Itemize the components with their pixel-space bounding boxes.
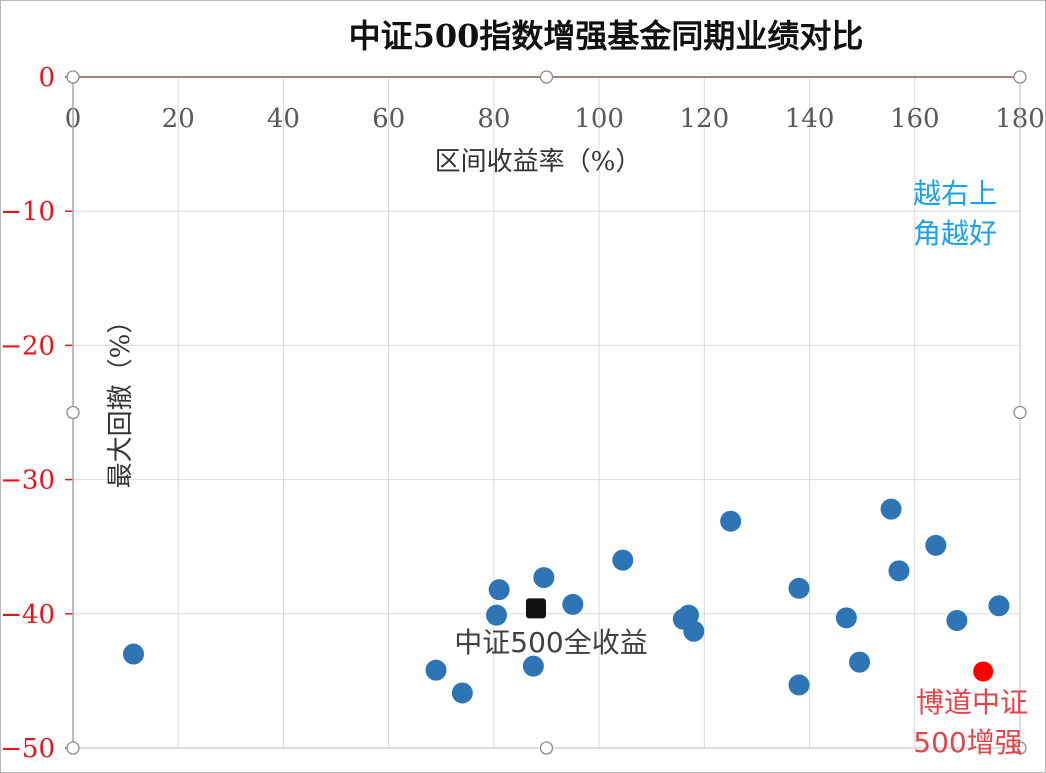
data-points (123, 498, 1010, 704)
y-axis-title: 最大回撤（%） (106, 308, 136, 489)
fund-point (888, 560, 910, 582)
x-tick-label: 60 (372, 104, 405, 134)
resize-handle[interactable] (66, 405, 80, 420)
x-tick-label: 80 (477, 104, 510, 134)
highlight-label-line1: 博道中证 (916, 686, 1028, 719)
resize-handle[interactable] (539, 741, 554, 755)
x-tick-label: 20 (162, 104, 195, 134)
fund-point (678, 604, 700, 626)
chart-text: 中证500指数增强基金同期业绩对比 区间收益率（%） 最大回撤（%） 越右上 角… (106, 17, 1028, 759)
fund-point (925, 534, 947, 556)
fund-point (880, 498, 902, 520)
fund-point (123, 643, 145, 665)
y-tick-label: −50 (0, 734, 55, 764)
resize-handle[interactable] (539, 70, 554, 84)
y-tick-label: −40 (0, 600, 55, 630)
resize-handle[interactable] (66, 70, 80, 84)
y-tick-label: −20 (0, 331, 55, 361)
x-tick-label: 160 (890, 104, 940, 134)
fund-point (849, 651, 871, 673)
highlight-label-line2: 500增强 (913, 726, 1022, 759)
fund-point (488, 579, 510, 601)
fund-point (788, 674, 810, 696)
fund-point (425, 659, 447, 681)
fund-point (946, 610, 968, 632)
y-tick-label: −30 (0, 466, 55, 496)
x-tick-label: 140 (785, 104, 835, 134)
corner-note-line2: 角越好 (913, 217, 997, 250)
resize-handle[interactable] (1013, 405, 1027, 420)
corner-note-line1: 越右上 (913, 177, 997, 210)
fund-point (533, 567, 555, 589)
fund-point (788, 577, 810, 599)
x-tick-label: 100 (574, 104, 624, 134)
chart-title: 中证500指数增强基金同期业绩对比 (349, 17, 864, 55)
resize-handle[interactable] (1013, 741, 1027, 755)
fund-point (612, 549, 634, 571)
benchmark-label: 中证500全收益 (454, 626, 647, 659)
fund-point (720, 510, 742, 532)
benchmark-point (525, 598, 546, 619)
fund-point (835, 607, 857, 629)
resize-handle[interactable] (66, 741, 80, 755)
resize-handle[interactable] (1013, 70, 1027, 84)
highlight-point (973, 661, 994, 682)
fund-point (683, 620, 705, 642)
x-tick-label: 120 (680, 104, 730, 134)
fund-point (486, 604, 508, 626)
y-tick-label: −10 (0, 197, 55, 227)
x-axis-title: 区间收益率（%） (435, 147, 642, 177)
y-tick-label: 0 (38, 63, 55, 93)
fund-point (562, 593, 584, 615)
fund-point (988, 595, 1010, 617)
x-tick-label: 40 (267, 104, 300, 134)
selection-handles[interactable] (66, 70, 1027, 755)
fund-point (451, 682, 473, 704)
fund-point (522, 655, 544, 677)
